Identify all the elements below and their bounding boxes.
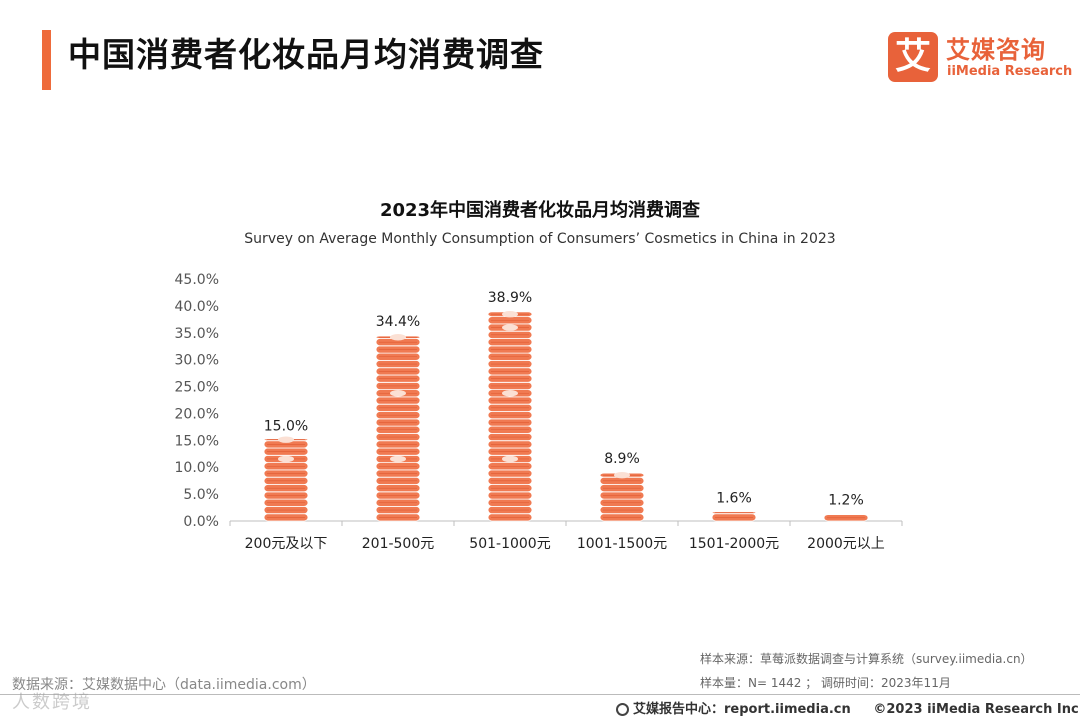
sample-info-note: 样本量：N= 1442 ； 调研时间：2023年11月 [700,676,951,690]
globe-icon [616,703,629,716]
watermark: 人数跨境 [12,692,92,713]
bar-1 [263,436,309,522]
sample-source-note: 样本来源：草莓派数据调查与计算系统（survey.iimedia.cn） [700,652,1033,666]
y-tick-label: 35.0% [175,326,219,342]
value-label: 34.4% [376,314,420,330]
x-category-label: 501-1000元 [469,536,550,552]
x-category-label: 2000元以上 [807,536,885,552]
page-title: 中国消费者化妆品月均消费调查 [68,35,544,74]
y-tick-label: 20.0% [175,406,219,422]
copyright-text: ©2023 iiMedia Research Inc [873,702,1079,717]
data-source-note: 数据来源：艾媒数据中心（data.iimedia.com） [12,677,316,693]
x-category-label: 1501-2000元 [689,536,779,552]
bar-chart: 0.0% 5.0% 10.0% 15.0% 20.0% 25.0% 30.0% 35.0% 40… [175,272,903,552]
logo-name-en: iiMedia Research [947,64,1073,79]
y-tick-label: 10.0% [175,460,219,476]
x-category-label: 1001-1500元 [577,536,667,552]
value-label: 8.9% [604,451,640,467]
report-center-link[interactable]: 艾媒报告中心：report.iimedia.cn [633,702,851,717]
value-label: 1.2% [828,493,864,509]
value-label: 15.0% [264,418,308,434]
logo-mark-icon: 艾 [888,32,938,82]
bar-5 [711,511,757,522]
y-tick-label: 0.0% [183,514,219,530]
value-label: 1.6% [716,490,752,506]
title-accent-bar [42,30,51,90]
bar-4 [599,471,645,522]
x-category-label: 201-500元 [362,536,435,552]
logo-name-cn: 艾媒咨询 [946,36,1046,64]
bar-2 [375,334,421,522]
y-tick-label: 5.0% [183,487,219,503]
chart-subtitle: Survey on Average Monthly Consumption of… [244,231,836,247]
footer-divider [0,694,1080,695]
x-category-label: 200元及以下 [245,536,328,552]
y-tick-label: 45.0% [175,272,219,288]
bar-3 [487,311,533,522]
y-tick-label: 15.0% [175,433,219,449]
brand-logo[interactable]: 艾 艾媒咨询 iiMedia Research [888,32,1072,82]
footer-credits: 艾媒报告中心：report.iimedia.cn ©2023 iiMedia R… [616,698,1079,717]
y-tick-label: 25.0% [175,380,219,396]
value-label: 38.9% [488,290,532,306]
bar-6 [823,514,869,522]
y-tick-label: 30.0% [175,353,219,369]
chart-title: 2023年中国消费者化妆品月均消费调查 [379,200,701,221]
y-tick-label: 40.0% [175,299,219,315]
